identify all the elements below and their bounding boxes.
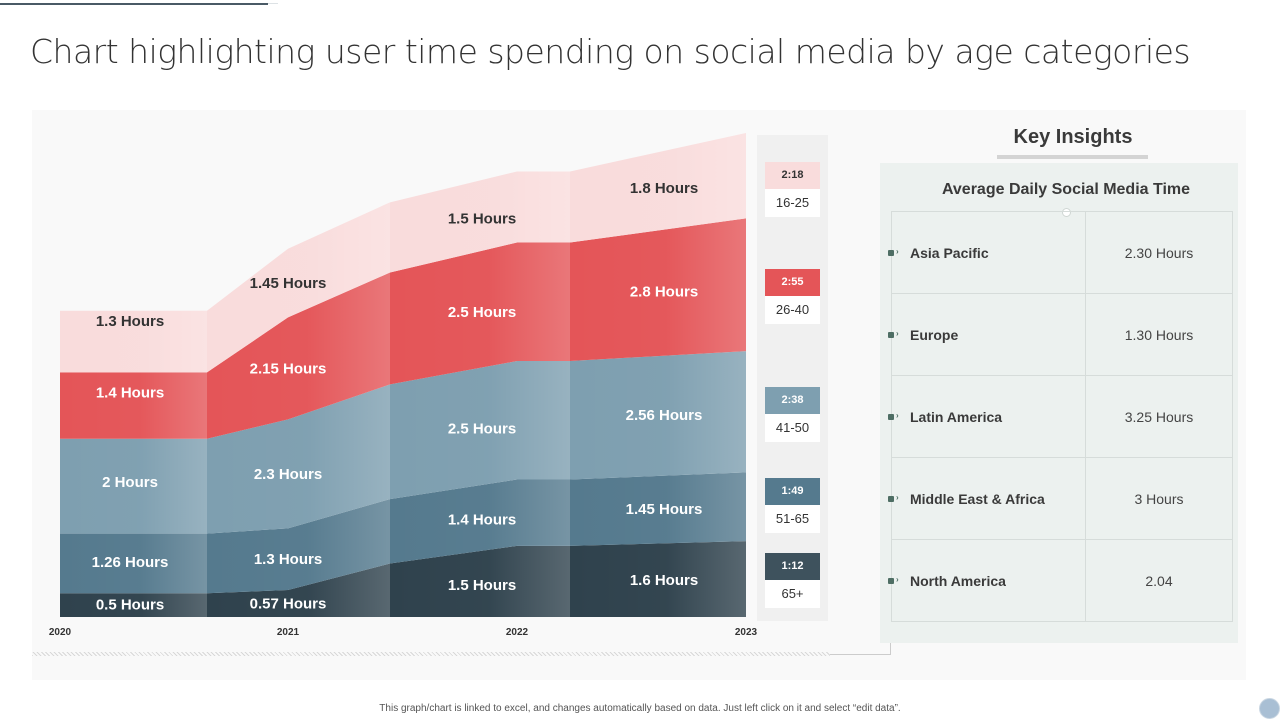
table-row: › North America 2.04 — [888, 539, 1233, 622]
legend-item: 1:12 65+ — [765, 553, 820, 608]
data-label: 1.3 Hours — [254, 551, 322, 568]
area-layer — [60, 133, 746, 617]
column-sheen — [570, 133, 746, 617]
legend-age: 41-50 — [765, 414, 820, 442]
chevron-right-icon: › — [896, 574, 899, 584]
data-label: 2.3 Hours — [254, 466, 322, 483]
legend-time: 2:38 — [765, 387, 820, 414]
corner-circle-icon — [1259, 698, 1280, 719]
data-label: 2.15 Hours — [250, 360, 327, 377]
column-sheen — [390, 133, 570, 617]
data-label: 2 Hours — [102, 474, 158, 491]
hatch-divider — [32, 652, 830, 656]
x-axis: 2020 2021 2022 2023 — [49, 627, 758, 638]
table-row: › Asia Pacific 2.30 Hours — [888, 211, 1233, 294]
region-table: › Asia Pacific 2.30 Hours › Europe 1.30 Ho… — [888, 211, 1233, 622]
data-label: 1.45 Hours — [626, 501, 703, 518]
x-tick-label: 2020 — [49, 627, 72, 638]
table-row: › Middle East & Africa 3 Hours — [888, 457, 1233, 540]
region-name: North America — [910, 572, 1006, 589]
chevron-right-icon: › — [896, 410, 899, 420]
data-label-layer: 0.5 Hours 0.57 Hours 1.5 Hours 1.6 Hours 1.2… — [92, 180, 703, 613]
column-sheen — [60, 133, 207, 617]
data-label: 2.5 Hours — [448, 304, 516, 321]
key-insights-subtitle: Average Daily Social Media Time — [941, 181, 1191, 198]
region-value: 1.30 Hours — [1085, 293, 1233, 376]
key-insights-underline — [997, 155, 1148, 159]
data-label: 1.5 Hours — [448, 577, 516, 594]
legend-item: 2:38 41-50 — [765, 387, 820, 442]
x-tick-label: 2022 — [506, 627, 529, 638]
bullet-icon — [888, 413, 894, 420]
legend-age: 26-40 — [765, 296, 820, 324]
chevron-right-icon: › — [896, 246, 899, 256]
table-row: › Europe 1.30 Hours — [888, 293, 1233, 376]
data-label: 1.6 Hours — [630, 572, 698, 589]
data-label: 2.8 Hours — [630, 284, 698, 301]
legend-time: 2:55 — [765, 269, 820, 296]
data-label: 0.57 Hours — [250, 595, 327, 612]
chevron-right-icon: › — [896, 328, 899, 338]
legend-time: 2:18 — [765, 162, 820, 189]
data-label: 2.56 Hours — [626, 407, 703, 424]
data-label: 1.3 Hours — [96, 313, 164, 330]
region-name: Asia Pacific — [910, 244, 989, 261]
data-label: 1.5 Hours — [448, 210, 516, 227]
legend-item: 1:49 51-65 — [765, 478, 820, 533]
data-label: 1.4 Hours — [96, 385, 164, 402]
top-accent-line-tail — [268, 3, 278, 4]
bullet-icon — [888, 577, 894, 584]
legend-age: 65+ — [765, 580, 820, 608]
page-title: Chart highlighting user time spending on… — [30, 32, 1191, 71]
region-name: Middle East & Africa — [910, 490, 1045, 507]
region-value: 2.04 — [1085, 539, 1233, 622]
data-label: 1.26 Hours — [92, 554, 169, 571]
region-value: 3.25 Hours — [1085, 375, 1233, 458]
x-tick-label: 2023 — [735, 627, 758, 638]
region-name: Europe — [910, 326, 959, 343]
chevron-right-icon: › — [896, 492, 899, 502]
legend-item: 2:55 26-40 — [765, 269, 820, 324]
x-tick-label: 2021 — [277, 627, 300, 638]
region-value: 2.30 Hours — [1085, 211, 1233, 294]
bullet-icon — [888, 331, 894, 338]
data-label: 0.5 Hours — [96, 597, 164, 614]
legend-time: 1:49 — [765, 478, 820, 505]
bullet-icon — [888, 495, 894, 502]
data-label: 2.5 Hours — [448, 420, 516, 437]
top-accent-line — [0, 3, 268, 5]
data-label: 1.8 Hours — [630, 180, 698, 197]
table-row: › Latin America 3.25 Hours — [888, 375, 1233, 458]
legend-age: 16-25 — [765, 189, 820, 217]
data-label: 1.45 Hours — [250, 275, 327, 292]
region-name: Latin America — [910, 408, 1003, 425]
legend-age: 51-65 — [765, 505, 820, 533]
footer-note: This graph/chart is linked to excel, and… — [379, 703, 901, 714]
key-insights-title: Key Insights — [1013, 126, 1133, 148]
legend-time: 1:12 — [765, 553, 820, 580]
bullet-icon — [888, 249, 894, 256]
data-label: 1.4 Hours — [448, 512, 516, 529]
legend-item: 2:18 16-25 — [765, 162, 820, 217]
region-value: 3 Hours — [1085, 457, 1233, 540]
